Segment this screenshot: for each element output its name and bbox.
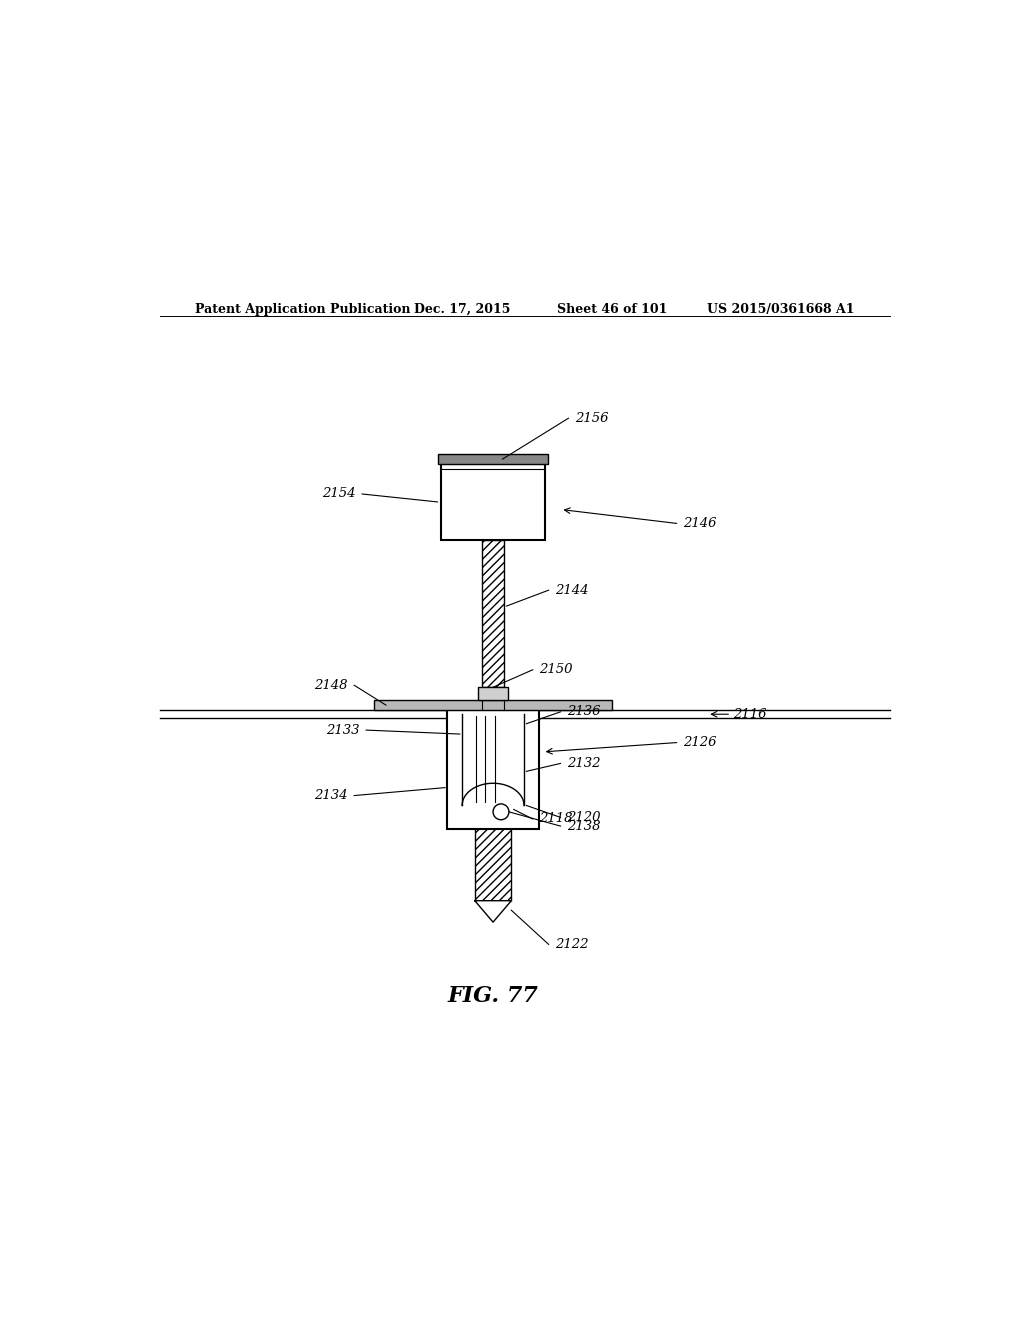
Text: 2126: 2126	[684, 735, 717, 748]
Text: 2136: 2136	[567, 705, 600, 718]
Bar	[475, 718, 511, 900]
Text: 2122: 2122	[555, 937, 589, 950]
Text: 2154: 2154	[323, 487, 355, 500]
Text: Sheet 46 of 101: Sheet 46 of 101	[557, 304, 667, 315]
Text: Dec. 17, 2015: Dec. 17, 2015	[414, 304, 510, 315]
Text: US 2015/0361668 A1: US 2015/0361668 A1	[708, 304, 855, 315]
Text: Patent Application Publication: Patent Application Publication	[196, 304, 411, 315]
Text: 2138: 2138	[567, 820, 600, 833]
Polygon shape	[475, 900, 511, 923]
Text: 2148: 2148	[314, 678, 348, 692]
Text: 2156: 2156	[574, 412, 608, 425]
Text: 2118: 2118	[539, 813, 572, 825]
Text: 2134: 2134	[314, 789, 348, 803]
Text: 2116: 2116	[733, 708, 767, 721]
Bar	[374, 700, 612, 710]
Bar	[447, 710, 539, 829]
Text: 2120: 2120	[567, 810, 600, 824]
Bar	[482, 540, 504, 688]
Text: 2132: 2132	[567, 756, 600, 770]
Text: 2133: 2133	[327, 723, 359, 737]
Bar	[478, 688, 508, 700]
Bar	[438, 454, 548, 465]
Text: 2146: 2146	[684, 517, 717, 531]
Text: 2150: 2150	[539, 663, 572, 676]
Text: FIG. 77: FIG. 77	[447, 985, 539, 1007]
Text: 2144: 2144	[555, 583, 589, 597]
Bar	[441, 465, 545, 540]
